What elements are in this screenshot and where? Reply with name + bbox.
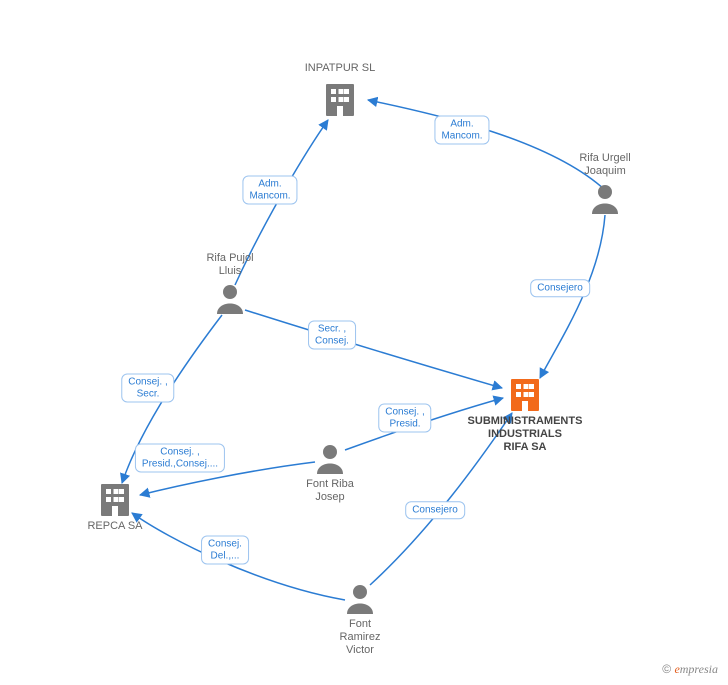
edge-label-rifa_urgell-inpatpur: Adm. Mancom. xyxy=(434,116,489,145)
node-label-repca: REPCA SA xyxy=(35,520,195,533)
person-icon[interactable] xyxy=(347,585,373,614)
node-label-sumin: SUBMINISTRAMENTS INDUSTRIALS RIFA SA xyxy=(445,415,605,455)
node-label-rifa_urgell: Rifa Urgell Joaquim xyxy=(525,152,685,178)
node-label-font_ram: Font Ramirez Victor xyxy=(280,618,440,658)
building-icon[interactable] xyxy=(101,484,129,516)
node-label-inpatpur: INPATPUR SL xyxy=(260,62,420,75)
person-icon[interactable] xyxy=(592,185,618,214)
diagram-canvas xyxy=(0,0,728,685)
edge-label-font_riba-repca: Consej. , Presid.,Consej.... xyxy=(135,444,225,473)
person-icon[interactable] xyxy=(217,285,243,314)
edge-label-font_ram-sumin: Consejero xyxy=(405,501,465,519)
edge-label-rifa_pujol-sumin: Secr. , Consej. xyxy=(308,321,356,350)
building-icon[interactable] xyxy=(511,379,539,411)
person-icon[interactable] xyxy=(317,445,343,474)
edge-label-font_ram-repca: Consej. Del.,... xyxy=(201,536,249,565)
edge-label-rifa_pujol-repca: Consej. , Secr. xyxy=(121,374,174,403)
node-label-font_riba: Font Riba Josep xyxy=(250,478,410,504)
copyright-symbol: © xyxy=(662,662,671,676)
edge-rifa_pujol-sumin xyxy=(245,310,502,388)
copyright: © empresia xyxy=(662,662,718,677)
node-label-rifa_pujol: Rifa Pujol Lluis xyxy=(150,252,310,278)
edge-label-font_riba-sumin: Consej. , Presid. xyxy=(378,404,431,433)
edge-label-rifa_urgell-sumin: Consejero xyxy=(530,279,590,297)
brand-rest: mpresia xyxy=(680,662,718,676)
edge-label-rifa_pujol-inpatpur: Adm. Mancom. xyxy=(242,176,297,205)
building-icon[interactable] xyxy=(326,84,354,116)
